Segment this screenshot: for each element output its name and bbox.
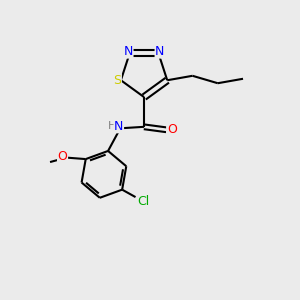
Text: Cl: Cl bbox=[137, 195, 149, 208]
Text: O: O bbox=[167, 123, 177, 136]
Text: H: H bbox=[108, 121, 116, 131]
Text: N: N bbox=[155, 45, 165, 58]
Text: O: O bbox=[58, 150, 68, 163]
Text: N: N bbox=[124, 45, 133, 58]
Text: S: S bbox=[113, 74, 121, 87]
Text: N: N bbox=[114, 120, 124, 133]
